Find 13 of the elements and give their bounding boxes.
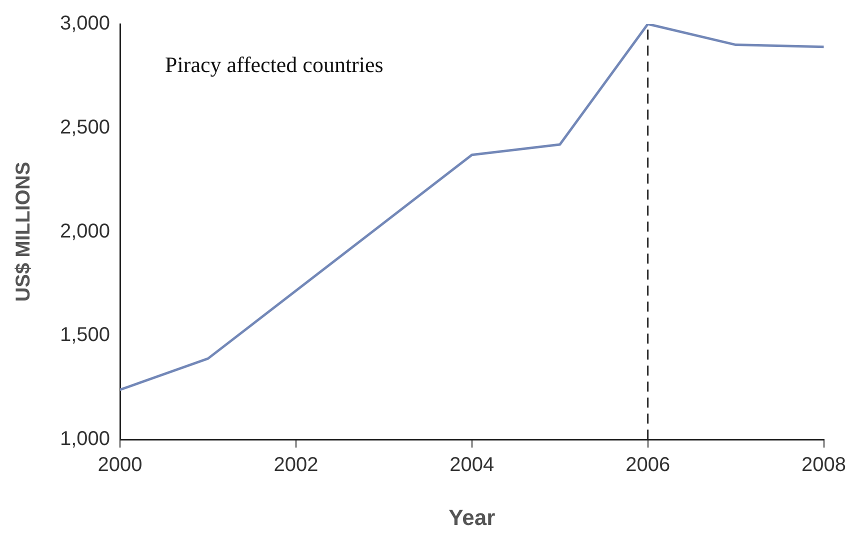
x-tick-label: 2000: [98, 454, 142, 476]
y-tick-label: 1,000: [60, 428, 110, 450]
y-tick-label: 2,000: [60, 220, 110, 242]
y-tick-label: 2,500: [60, 116, 110, 138]
x-tick-label: 2006: [626, 454, 670, 476]
annotation: Piracy affected countries: [165, 52, 384, 77]
x-tick-label: 2008: [802, 454, 846, 476]
y-tick-label: 3,000: [60, 12, 110, 35]
y-tick-label: 1,500: [60, 324, 110, 346]
y-axis-title: US$ MILLIONS: [12, 162, 35, 302]
x-tick-label: 2002: [274, 454, 318, 476]
x-tick-label: 2004: [450, 454, 494, 476]
x-axis-title: Year: [448, 504, 496, 530]
